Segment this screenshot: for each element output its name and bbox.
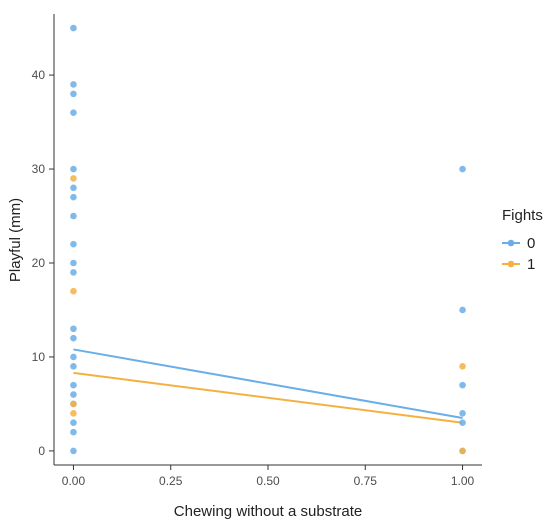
y-tick-label: 0 [38, 444, 45, 458]
data-points [70, 24, 466, 455]
x-tick-label: 0.50 [256, 474, 280, 488]
data-point-fights-0 [70, 381, 77, 389]
y-tick-label: 30 [32, 162, 46, 176]
data-point-fights-0 [70, 90, 77, 98]
data-point-fights-0 [70, 81, 77, 88]
y-tick-label: 20 [32, 256, 46, 270]
legend-label: 1 [527, 256, 535, 273]
x-tick-label: 0.00 [62, 474, 86, 488]
data-point-fights-0 [70, 165, 77, 173]
data-point-fights-0 [70, 428, 77, 436]
data-point-fights-0 [70, 419, 77, 427]
data-point-fights-1 [70, 410, 77, 417]
ticks: 0.00 0.25 0.50 0.75 1.00 0 10 20 30 40 [32, 68, 475, 488]
y-tick-label: 40 [32, 68, 46, 82]
data-point-fights-0 [459, 410, 466, 417]
y-axis-title: Playful (mm) [7, 198, 24, 282]
data-point-fights-0 [70, 353, 77, 361]
y-tick-label: 10 [32, 350, 46, 364]
legend: Fights 01 [502, 207, 543, 273]
data-point-fights-1 [70, 175, 77, 182]
x-tick-label: 0.25 [159, 474, 183, 488]
data-point-fights-0 [70, 240, 77, 248]
data-point-fights-0 [70, 259, 77, 267]
data-point-fights-0 [70, 193, 77, 201]
x-tick-label: 0.75 [354, 474, 378, 488]
data-point-fights-0 [70, 363, 77, 370]
data-point-fights-0 [70, 109, 77, 116]
data-point-fights-0 [70, 447, 77, 455]
data-point-fights-0 [459, 419, 466, 427]
legend-key-point [507, 260, 515, 268]
data-point-fights-1 [459, 363, 466, 370]
trend-line-fights-1 [73, 371, 463, 424]
data-point-fights-0 [70, 269, 77, 276]
trend-lines [73, 348, 463, 424]
data-point-fights-0 [70, 184, 77, 192]
data-point-fights-1 [459, 447, 466, 455]
data-point-fights-1 [70, 400, 77, 408]
data-point-fights-0 [70, 391, 77, 398]
x-axis-title: Chewing without a substrate [174, 503, 362, 520]
x-tick-label: 1.00 [451, 474, 475, 488]
data-point-fights-0 [70, 325, 77, 333]
data-point-fights-0 [70, 334, 77, 342]
legend-items: 01 [502, 235, 535, 273]
legend-key-point [507, 239, 515, 247]
data-point-fights-0 [459, 165, 466, 173]
legend-label: 0 [527, 235, 535, 252]
legend-title: Fights [502, 207, 543, 224]
trend-line-fights-0 [73, 348, 463, 420]
data-point-fights-0 [70, 24, 77, 32]
data-point-fights-0 [70, 212, 77, 220]
data-point-fights-0 [459, 381, 466, 389]
data-point-fights-1 [70, 287, 77, 295]
data-point-fights-0 [459, 306, 466, 314]
